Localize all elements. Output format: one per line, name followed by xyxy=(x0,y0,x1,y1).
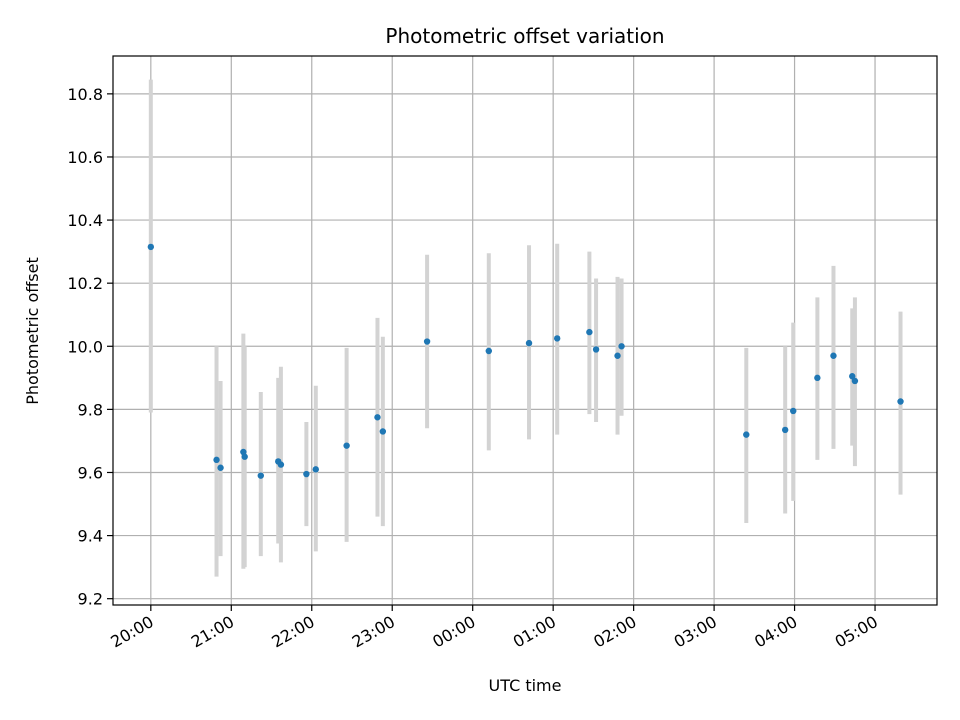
data-point xyxy=(781,426,789,434)
data-points xyxy=(147,243,904,479)
y-tick-label: 10.0 xyxy=(67,337,103,356)
data-point xyxy=(217,464,224,471)
data-point xyxy=(743,431,750,438)
data-point xyxy=(303,470,310,478)
data-point xyxy=(485,347,492,355)
y-tick-label: 9.8 xyxy=(78,400,103,419)
data-point xyxy=(830,352,837,359)
y-tick-label: 10.2 xyxy=(67,274,103,293)
data-point xyxy=(614,352,621,359)
grid-lines xyxy=(113,56,937,605)
x-axis-label: UTC time xyxy=(489,676,562,695)
data-point xyxy=(379,428,387,435)
y-axis-label: Photometric offset xyxy=(23,257,42,405)
data-point xyxy=(277,461,285,468)
y-tick-label: 9.4 xyxy=(78,527,103,546)
data-point xyxy=(618,343,625,350)
y-tick-label: 10.6 xyxy=(67,148,103,167)
plot-frame xyxy=(112,55,938,606)
data-point xyxy=(241,453,248,460)
data-point xyxy=(553,335,561,342)
data-point xyxy=(343,442,350,449)
data-point xyxy=(257,472,264,479)
data-point xyxy=(814,374,821,382)
data-point xyxy=(423,338,431,345)
y-axis-ticks: 9.2 9.4 9.6 9.8 10.0 10.2 10.4 10.6 10.8 xyxy=(67,85,113,609)
data-point xyxy=(592,346,600,353)
data-point xyxy=(147,243,155,251)
y-tick-label: 9.6 xyxy=(78,463,103,482)
data-point xyxy=(525,339,533,347)
data-point xyxy=(790,407,797,415)
data-point xyxy=(374,414,381,421)
data-point xyxy=(213,456,220,464)
data-point xyxy=(851,377,859,385)
chart-title: Photometric offset variation xyxy=(385,24,664,48)
data-point xyxy=(897,398,904,405)
data-point xyxy=(312,466,319,473)
data-point xyxy=(586,328,593,336)
y-tick-label: 10.8 xyxy=(67,85,103,104)
y-tick-label: 9.2 xyxy=(78,590,103,609)
y-tick-label: 10.4 xyxy=(67,211,103,230)
data-point xyxy=(849,373,856,380)
